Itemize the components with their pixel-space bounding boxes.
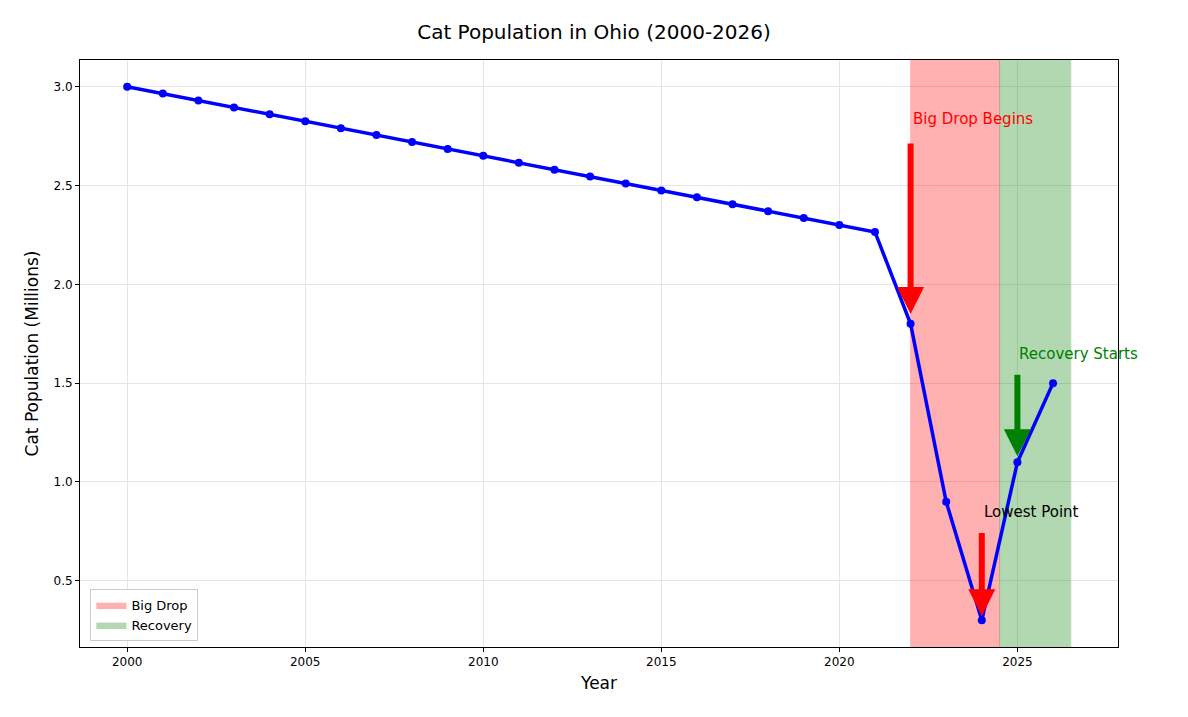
svg-text:2005: 2005: [290, 655, 321, 669]
svg-text:3.0: 3.0: [54, 80, 73, 94]
svg-text:Recovery: Recovery: [131, 618, 192, 633]
svg-text:2.0: 2.0: [54, 278, 73, 292]
svg-text:Big Drop Begins: Big Drop Begins: [913, 110, 1033, 128]
svg-text:Cat Population in Ohio (2000-2: Cat Population in Ohio (2000-2026): [417, 20, 771, 44]
svg-text:Year: Year: [580, 673, 617, 693]
svg-text:2.5: 2.5: [54, 179, 73, 193]
svg-text:Big Drop: Big Drop: [131, 598, 187, 613]
svg-text:2015: 2015: [646, 655, 677, 669]
svg-text:2020: 2020: [824, 655, 855, 669]
svg-text:2000: 2000: [112, 655, 143, 669]
svg-text:2010: 2010: [468, 655, 499, 669]
svg-text:Cat Population (Millions): Cat Population (Millions): [22, 251, 42, 457]
svg-text:1.0: 1.0: [54, 475, 73, 489]
svg-text:1.5: 1.5: [54, 376, 73, 390]
svg-text:Lowest Point: Lowest Point: [984, 503, 1079, 521]
svg-text:Recovery Starts: Recovery Starts: [1019, 345, 1138, 363]
svg-text:0.5: 0.5: [54, 574, 73, 588]
svg-text:2025: 2025: [1002, 655, 1033, 669]
